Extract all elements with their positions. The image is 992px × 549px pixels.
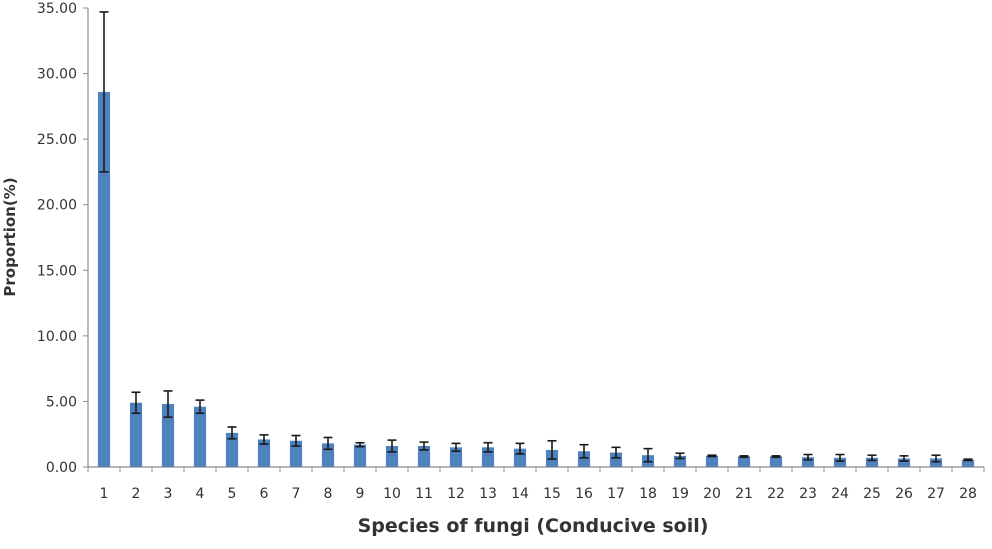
error-bar xyxy=(739,455,749,458)
x-tick-label: 24 xyxy=(831,486,849,502)
error-bar xyxy=(515,442,525,455)
error-bar xyxy=(131,391,141,415)
y-tick-label: 20.00 xyxy=(37,198,77,214)
error-bar xyxy=(419,441,429,451)
bar xyxy=(801,457,815,467)
x-tick-label: 16 xyxy=(575,486,593,502)
x-tick-label: 25 xyxy=(863,486,881,502)
bar xyxy=(97,91,111,467)
error-bar xyxy=(163,390,173,418)
error-bar xyxy=(291,434,301,447)
bar xyxy=(353,444,367,467)
error-bar xyxy=(899,455,909,462)
y-tick-label: 25.00 xyxy=(37,132,77,148)
error-bar xyxy=(579,443,589,459)
bar xyxy=(833,457,847,467)
bar xyxy=(257,439,271,467)
x-tick-label: 3 xyxy=(164,486,173,502)
error-bar xyxy=(195,399,205,415)
bar xyxy=(289,440,303,467)
bar xyxy=(577,451,591,467)
error-bar xyxy=(483,441,493,453)
bar xyxy=(225,432,239,467)
x-axis: 1 2 3 4 5 6 7 8 9 10 11 12 13 14 15 16 17 18 19 20 21 22 23 24 2… xyxy=(87,466,985,502)
x-tick-label: 1 xyxy=(100,486,109,502)
error-bar xyxy=(547,439,557,460)
x-tick-label: 17 xyxy=(607,486,625,502)
bar xyxy=(449,447,463,467)
error-bar xyxy=(259,434,269,445)
bar xyxy=(129,402,143,467)
x-tick-label: 20 xyxy=(703,486,721,502)
x-tick-label: 27 xyxy=(927,486,945,502)
x-tick-label: 10 xyxy=(383,486,401,502)
error-bar xyxy=(643,447,653,463)
bar xyxy=(961,459,975,467)
x-tick-label: 21 xyxy=(735,486,753,502)
error-bars xyxy=(99,11,973,463)
x-tick-label: 19 xyxy=(671,486,689,502)
bar xyxy=(609,452,623,467)
x-tick-label: 23 xyxy=(799,486,817,502)
error-bar xyxy=(803,453,813,461)
x-tick-label: 28 xyxy=(959,486,977,502)
bar xyxy=(737,456,751,467)
error-bar xyxy=(707,454,717,458)
bar xyxy=(705,455,719,467)
y-tick-label: 0.00 xyxy=(46,460,77,476)
x-tick-label: 7 xyxy=(292,486,301,502)
x-tick-label: 2 xyxy=(132,486,141,502)
error-bar xyxy=(611,446,621,459)
x-tick-label: 5 xyxy=(228,486,237,502)
x-tick-label: 15 xyxy=(543,486,561,502)
error-bar xyxy=(771,455,781,458)
bar xyxy=(865,457,879,467)
bar xyxy=(897,458,911,467)
bar xyxy=(769,456,783,467)
error-bar xyxy=(867,454,877,462)
error-bar xyxy=(675,452,685,460)
bar xyxy=(673,455,687,467)
x-tick-label: 26 xyxy=(895,486,913,502)
error-bar xyxy=(931,454,941,463)
x-tick-label: 13 xyxy=(479,486,497,502)
bar xyxy=(417,446,431,467)
x-axis-title: Species of fungi (Conducive soil) xyxy=(358,515,709,537)
x-tick-label: 4 xyxy=(196,486,205,502)
error-bar xyxy=(963,458,973,462)
bar xyxy=(193,406,207,467)
error-bar xyxy=(227,426,237,440)
x-tick-label: 12 xyxy=(447,486,465,502)
y-tick-label: 35.00 xyxy=(37,1,77,17)
y-tick-label: 10.00 xyxy=(37,329,77,345)
x-tick-label: 9 xyxy=(356,486,365,502)
y-tick-label: 5.00 xyxy=(46,394,77,410)
bar-series xyxy=(97,91,975,467)
y-axis: 0.00 5.00 10.00 15.00 20.00 25.00 30.00 35.00 xyxy=(37,1,89,476)
error-bar xyxy=(355,441,365,448)
error-bar xyxy=(451,442,461,453)
error-bar xyxy=(99,11,109,173)
x-tick-label: 14 xyxy=(511,486,529,502)
y-tick-label: 15.00 xyxy=(37,263,77,279)
error-bar xyxy=(835,453,845,462)
x-tick-label: 11 xyxy=(415,486,433,502)
x-tick-label: 6 xyxy=(260,486,269,502)
x-tick-label: 8 xyxy=(324,486,333,502)
bar xyxy=(161,404,175,467)
y-tick-label: 30.00 xyxy=(37,67,77,83)
bar xyxy=(929,458,943,467)
y-axis-title: Proportion(%) xyxy=(1,177,19,296)
x-tick-label: 18 xyxy=(639,486,657,502)
error-bar xyxy=(387,439,397,453)
error-bar xyxy=(323,436,333,451)
x-tick-label: 22 xyxy=(767,486,785,502)
